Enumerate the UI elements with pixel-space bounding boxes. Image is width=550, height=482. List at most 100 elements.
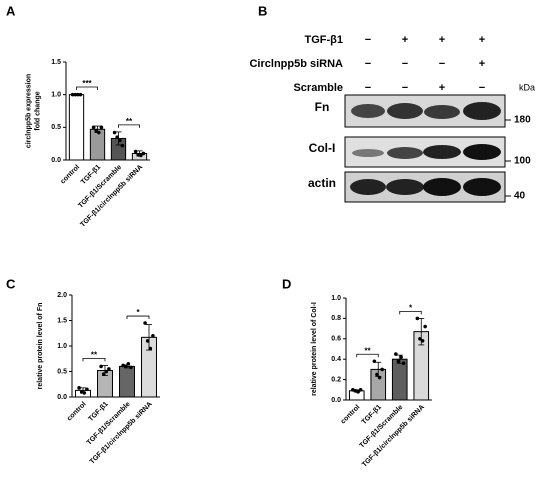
data-point xyxy=(99,364,103,369)
treatment-sign: + xyxy=(439,82,445,94)
significance-label: *** xyxy=(82,79,92,88)
data-point xyxy=(399,355,403,359)
y-tick-label: 1.0 xyxy=(331,295,341,302)
y-tick-label: 0.5 xyxy=(57,368,67,375)
data-point xyxy=(73,92,77,97)
bar-chart: 0.0 0.2 0.4 0.6 0.8 1.0 relative protein level… xyxy=(311,295,432,469)
significance-label: ** xyxy=(91,350,98,359)
data-point xyxy=(375,372,379,377)
bar-chart: 0.0 0.5 1.0 1.5 circlnpp5b expression fold ch… xyxy=(25,59,150,229)
band-label: Fn xyxy=(315,100,330,114)
marker-label: 100 xyxy=(514,156,531,167)
data-point xyxy=(78,92,83,97)
data-point xyxy=(82,391,87,395)
significance-bracket xyxy=(356,353,379,358)
y-tick-label: 0.4 xyxy=(331,356,341,363)
treatment-label: Scramble xyxy=(293,82,343,94)
x-tick-label: control xyxy=(59,164,81,186)
panel-label: C xyxy=(6,276,16,291)
treatment-sign: − xyxy=(365,82,371,94)
y-tick-label: 0.5 xyxy=(51,124,61,131)
bar xyxy=(89,128,106,161)
data-point xyxy=(377,375,382,380)
y-tick-label: 0.0 xyxy=(51,157,61,164)
data-point xyxy=(145,339,150,343)
data-point xyxy=(415,316,420,321)
y-tick-label: 0.2 xyxy=(331,376,341,383)
data-point xyxy=(91,125,96,130)
data-point xyxy=(418,337,422,341)
data-point xyxy=(141,151,146,156)
treatment-sign: − xyxy=(365,58,371,70)
data-point xyxy=(423,324,427,329)
treatment-sign: + xyxy=(479,58,485,70)
y-tick-label: 0.0 xyxy=(331,397,341,404)
y-tick-label: 1.5 xyxy=(51,59,61,66)
data-point xyxy=(94,128,98,133)
marker-label: 40 xyxy=(514,191,526,202)
data-point xyxy=(151,334,155,338)
y-tick-label: 1.5 xyxy=(57,317,67,324)
treatment-label: Circlnpp5b siRNA xyxy=(249,58,343,70)
data-point xyxy=(396,359,401,364)
data-point xyxy=(85,387,89,392)
y-axis-label: relative protein level of Col-I xyxy=(311,302,318,396)
data-point xyxy=(99,125,104,130)
data-point xyxy=(118,138,122,143)
significance-label: ** xyxy=(364,346,371,355)
data-point xyxy=(380,367,384,372)
data-point xyxy=(148,346,153,351)
marker-label: 180 xyxy=(514,115,531,126)
data-point xyxy=(104,369,109,374)
treatment-sign: − xyxy=(365,34,371,46)
data-point xyxy=(76,92,80,97)
significance-bracket xyxy=(126,315,150,320)
bar xyxy=(119,365,135,398)
bar xyxy=(68,94,85,161)
x-tick-label: control xyxy=(340,404,362,426)
treatment-label: TGF-β1 xyxy=(305,34,344,46)
y-axis-label: relative protein level of Fn xyxy=(37,303,44,390)
treatment-sign: + xyxy=(439,34,445,46)
treatment-sign: + xyxy=(402,34,408,46)
unit-label: kDa xyxy=(519,82,535,92)
data-point xyxy=(401,361,406,366)
data-point xyxy=(133,149,138,154)
blot-images xyxy=(344,94,506,203)
data-point xyxy=(123,364,128,369)
significance-bracket xyxy=(82,357,106,362)
data-point xyxy=(394,352,398,356)
x-tick-label: TGF-β1 xyxy=(87,401,109,423)
panel-label: A xyxy=(6,3,16,18)
data-point xyxy=(420,339,425,343)
data-point xyxy=(70,92,75,97)
data-point xyxy=(77,386,81,390)
significance-bracket xyxy=(118,124,140,128)
treatment-sign: − xyxy=(402,82,408,94)
bar xyxy=(391,358,408,401)
data-point xyxy=(126,362,131,366)
y-tick-label: 0.6 xyxy=(331,336,341,343)
band-label: actin xyxy=(308,176,336,190)
data-point xyxy=(372,359,377,364)
y-axis-label: fold change xyxy=(34,91,41,130)
significance-bracket xyxy=(76,86,98,91)
x-tick-label: control xyxy=(66,401,88,423)
treatment-sign: + xyxy=(479,34,485,46)
band-label: Col-I xyxy=(309,141,336,155)
significance-label: ** xyxy=(126,117,133,126)
data-point xyxy=(129,365,133,370)
treatment-sign: − xyxy=(402,58,408,70)
significance-label: * xyxy=(409,304,413,313)
treatment-sign: − xyxy=(479,82,485,94)
data-point xyxy=(107,367,111,371)
bar-chart: 0.0 0.5 1.0 1.5 2.0 relative protein level of… xyxy=(37,292,160,466)
y-axis-label: circlnpp5b expression xyxy=(25,74,32,148)
y-tick-label: 0.8 xyxy=(331,315,341,322)
panel-label: B xyxy=(258,3,267,18)
y-tick-label: 2.0 xyxy=(57,292,67,299)
data-point xyxy=(120,143,125,148)
data-point xyxy=(356,390,360,394)
data-point xyxy=(97,130,101,135)
